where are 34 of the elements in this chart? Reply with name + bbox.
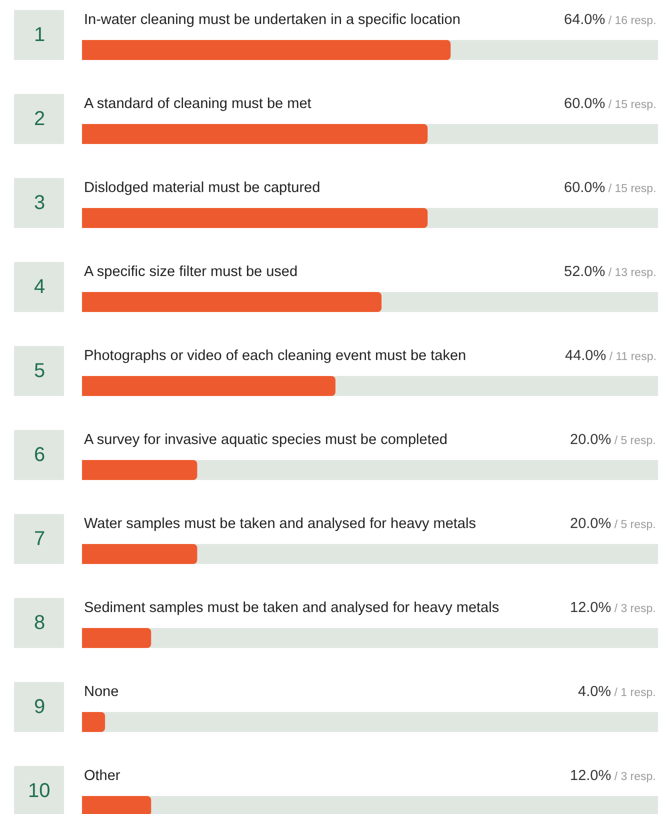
text: 3 [34, 192, 46, 214]
data-label: 20.0% / 5 resp. [570, 432, 656, 448]
bar [82, 628, 152, 648]
data-label: 64.0% / 16 resp. [564, 12, 656, 28]
y-tick-label: A specific size filter must be used [84, 264, 298, 280]
data-label: 60.0% / 15 resp. [564, 180, 656, 196]
data-label: 52.0% / 13 resp. [564, 264, 656, 280]
y-tick-label: None [84, 684, 119, 700]
y-tick-label: A survey for invasive aquatic species must be completed [84, 432, 448, 448]
data-label: 20.0% / 5 resp. [570, 516, 656, 532]
y-tick-label: Other [84, 768, 120, 784]
bar [82, 544, 198, 564]
y-tick-label: Dislodged material must be captured [84, 180, 320, 196]
data-label: 12.0% / 3 resp. [570, 768, 656, 784]
text: 6 [34, 444, 46, 466]
text: 8 [34, 612, 46, 634]
text: 5 [34, 360, 46, 382]
text: 1 [34, 24, 46, 46]
y-tick-label: Water samples must be taken and analysed for heavy metals [84, 516, 476, 532]
data-label: 60.0% / 15 resp. [564, 96, 656, 112]
text: 9 [34, 696, 46, 718]
bar [82, 712, 106, 732]
data-label: 44.0% / 11 resp. [565, 348, 656, 364]
text: 7 [34, 528, 46, 550]
y-tick-label: In-water cleaning must be undertaken in a specific location [84, 12, 460, 28]
y-tick-label: A standard of cleaning must be met [84, 96, 312, 112]
text: 4 [34, 276, 46, 298]
text: 10 [28, 780, 50, 802]
data-label: 12.0% / 3 resp. [570, 600, 656, 616]
data-label: 4.0% / 1 resp. [578, 684, 656, 700]
y-tick-label: Photographs or video of each cleaning event must be taken [84, 348, 466, 364]
y-tick-label: Sediment samples must be taken and analysed for heavy metals [84, 600, 500, 616]
bar [82, 460, 198, 480]
text: 2 [34, 108, 46, 130]
